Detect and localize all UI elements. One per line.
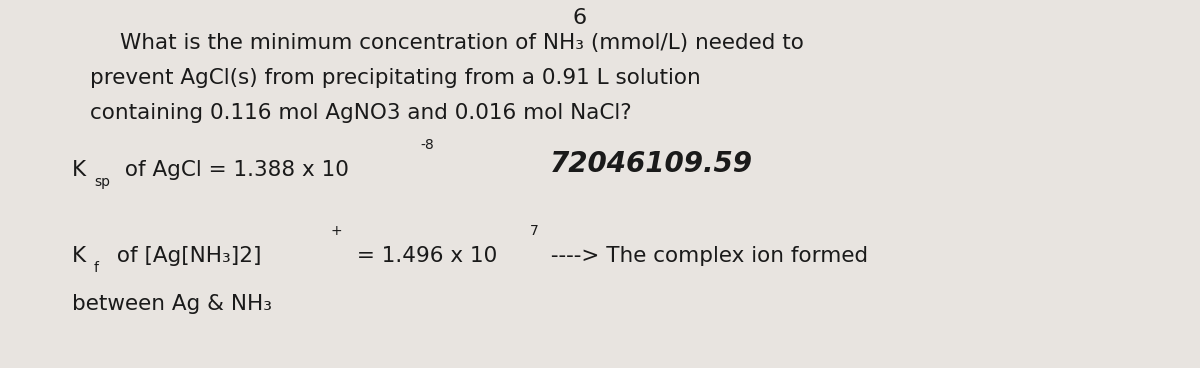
Text: sp: sp (94, 175, 110, 189)
Text: K: K (72, 246, 86, 266)
Text: of [Ag[NH₃]2]: of [Ag[NH₃]2] (110, 246, 262, 266)
Text: of AgCl = 1.388 x 10: of AgCl = 1.388 x 10 (118, 160, 349, 180)
Text: What is the minimum concentration of NH₃ (mmol/L) needed to: What is the minimum concentration of NH₃… (120, 33, 804, 53)
Text: f: f (94, 261, 98, 275)
Text: between Ag & NH₃: between Ag & NH₃ (72, 294, 272, 314)
Text: -8: -8 (420, 138, 433, 152)
Text: +: + (330, 224, 342, 238)
Text: prevent AgCl(s) from precipitating from a 0.91 L solution: prevent AgCl(s) from precipitating from … (90, 68, 701, 88)
Text: 7: 7 (530, 224, 539, 238)
Text: K: K (72, 160, 86, 180)
Text: 72046109.59: 72046109.59 (550, 150, 754, 178)
Text: containing 0.116 mol AgNO3 and 0.016 mol NaCl?: containing 0.116 mol AgNO3 and 0.016 mol… (90, 103, 631, 123)
Text: ----> The complex ion formed: ----> The complex ion formed (544, 246, 868, 266)
Text: 6: 6 (572, 8, 587, 28)
Text: = 1.496 x 10: = 1.496 x 10 (350, 246, 497, 266)
